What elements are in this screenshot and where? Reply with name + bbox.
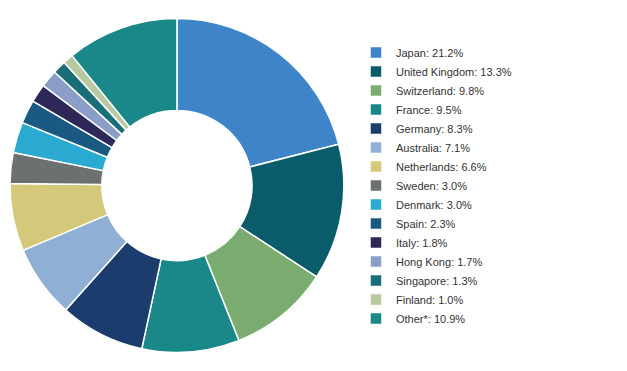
svg-text:Denmark: 3.0%: Denmark: 3.0% (396, 199, 472, 211)
svg-text:Australia: 7.1%: Australia: 7.1% (396, 142, 470, 154)
svg-text:Japan: 21.2%: Japan: 21.2% (396, 47, 463, 59)
svg-text:Sweden: 3.0%: Sweden: 3.0% (396, 180, 467, 192)
svg-text:Netherlands: 6.6%: Netherlands: 6.6% (396, 161, 487, 173)
svg-text:Italy: 1.8%: Italy: 1.8% (396, 237, 448, 249)
svg-text:Finland: 1.0%: Finland: 1.0% (396, 294, 463, 306)
svg-text:United Kingdom: 13.3%: United Kingdom: 13.3% (396, 66, 512, 78)
svg-text:Other*: 10.9%: Other*: 10.9% (396, 313, 465, 325)
svg-text:Singapore: 1.3%: Singapore: 1.3% (396, 275, 478, 287)
svg-text:France: 9.5%: France: 9.5% (396, 104, 462, 116)
svg-text:Spain: 2.3%: Spain: 2.3% (396, 218, 456, 230)
svg-text:Germany: 8.3%: Germany: 8.3% (396, 123, 473, 135)
svg-text:Hong Kong: 1.7%: Hong Kong: 1.7% (396, 256, 482, 268)
svg-text:Switzerland: 9.8%: Switzerland: 9.8% (396, 85, 484, 97)
